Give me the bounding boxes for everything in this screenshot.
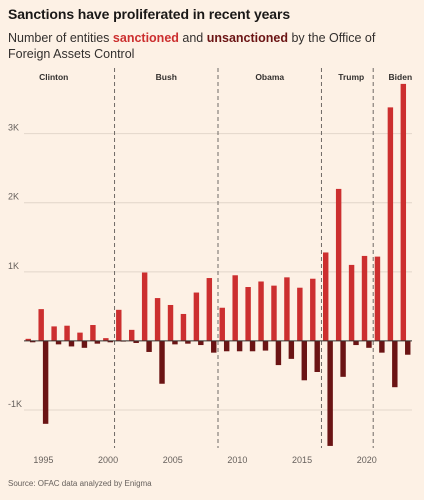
sanctioned-bar [116,309,122,341]
sanctioned-bar [271,285,277,341]
unsanctioned-bar [327,340,333,446]
sanctioned-bar [400,83,407,341]
subtitle-sanctioned-keyword: sanctioned [112,31,179,45]
unsanctioned-bar [68,340,75,347]
sanctioned-bar [258,281,264,341]
unsanctioned-bar [249,340,256,352]
unsanctioned-bar [366,340,372,348]
x-tick-label: 2000 [98,455,118,465]
y-tick-label: -1K [8,399,22,409]
y-tick-label: 2K [8,192,19,202]
unsanctioned-bar [379,340,385,353]
unsanctioned-bar [275,340,282,366]
sanctioned-bar [323,252,329,341]
subtitle-mid: and [178,31,207,45]
era-label: Clinton [39,72,68,82]
era-dividers [114,68,374,448]
sanctioned-bar [245,287,251,341]
sanctioned-bar [361,255,368,341]
chart-subtitle: Number of entities sanctioned and unsanc… [8,30,413,62]
sanctioned-bar [51,326,57,341]
x-tick-label: 2010 [227,455,247,465]
subtitle-unsanctioned-keyword: unsanctioned [206,31,288,45]
x-tick-label: 1995 [33,455,53,465]
sanctioned-bar [154,298,161,341]
x-tick-label: 2020 [357,455,377,465]
unsanctioned-bar [94,340,101,344]
unsanctioned-bar [405,340,411,355]
sanctioned-bar [180,313,187,341]
unsanctioned-bar [185,340,191,344]
sanctioned-bar [219,307,225,341]
sanctioned-bar [103,338,109,341]
unsanctioned-bar [340,340,346,377]
unsanctioned-bar [107,340,113,343]
sanctioned-bar [348,264,355,341]
sanctioned-bar [310,278,316,341]
sanctioned-bar [374,256,381,341]
unsanctioned-bar [198,340,204,346]
unsanctioned-bar [42,340,49,424]
unsanctioned-bar [133,340,139,343]
unsanctioned-bar [236,340,243,352]
unsanctioned-bar [353,340,359,346]
sanctioned-bar [129,329,135,341]
bars [25,83,411,446]
unsanctioned-bar [29,340,36,343]
y-tick-label: 1K [8,261,19,271]
unsanctioned-bar [159,340,165,384]
sanctioned-bar [90,325,96,341]
unsanctioned-bar [146,340,152,352]
y-tick-label: 3K [8,123,19,133]
unsanctioned-bar [262,340,269,351]
unsanctioned-bar [55,340,62,345]
unsanctioned-bar [81,340,88,348]
era-label: Trump [338,72,364,82]
sanctioned-bar [284,277,290,341]
unsanctioned-bar [211,340,217,353]
subtitle-pre: Number of entities [8,31,113,45]
source-note: Source: OFAC data analyzed by Enigma [8,479,152,488]
sanctioned-bar [25,338,31,341]
sanctioned-bar [297,287,303,341]
sanctioned-bar [193,292,200,341]
unsanctioned-bar [392,340,398,388]
sanctioned-bar [167,304,174,341]
unsanctioned-bar [314,340,320,372]
sanctioned-bar [77,332,83,341]
unsanctioned-bar [288,340,295,359]
unsanctioned-bar [172,340,178,345]
chart-title: Sanctions have proliferated in recent ye… [8,6,291,22]
sanctioned-bar [387,107,394,341]
sanctioned-bar [38,309,44,341]
labels: -1K 1K 2K 3K Clinton Bush Obama Trump Biden 1995 2… [8,72,412,465]
sanctioned-bar [141,272,148,341]
sanctioned-bar [232,275,238,341]
sanctioned-bar [335,188,342,341]
x-tick-label: 2015 [292,455,312,465]
era-label: Bush [156,72,177,82]
unsanctioned-bar [301,340,307,381]
sanctioned-bar [64,325,70,341]
x-tick-label: 2005 [163,455,183,465]
unsanctioned-bar [223,340,230,352]
subtitle-post: by the Office of Foreign Assets Control [8,31,376,61]
era-label: Obama [255,72,284,82]
era-label: Biden [389,72,413,82]
sanctioned-bar [206,278,213,341]
